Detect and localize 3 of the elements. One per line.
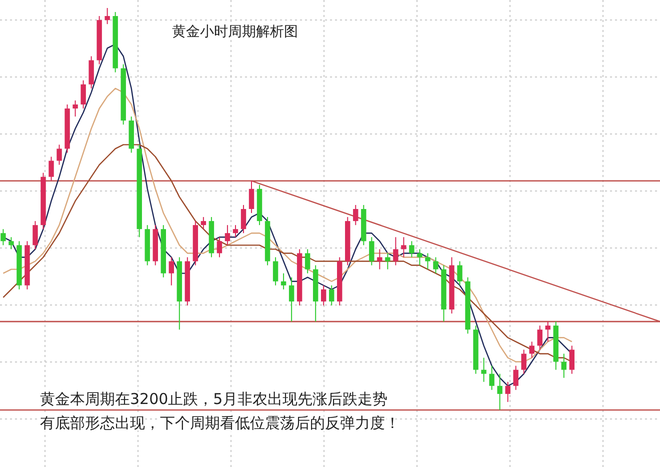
text: 黄金小时周期解析图: [172, 24, 298, 40]
text: 有底部形态出现，下个周期看低位震荡后的反弹力度！: [40, 414, 400, 432]
annotation: 黄金本周期在3200止跌，5月非农出现先涨后跌走势: [40, 390, 388, 408]
